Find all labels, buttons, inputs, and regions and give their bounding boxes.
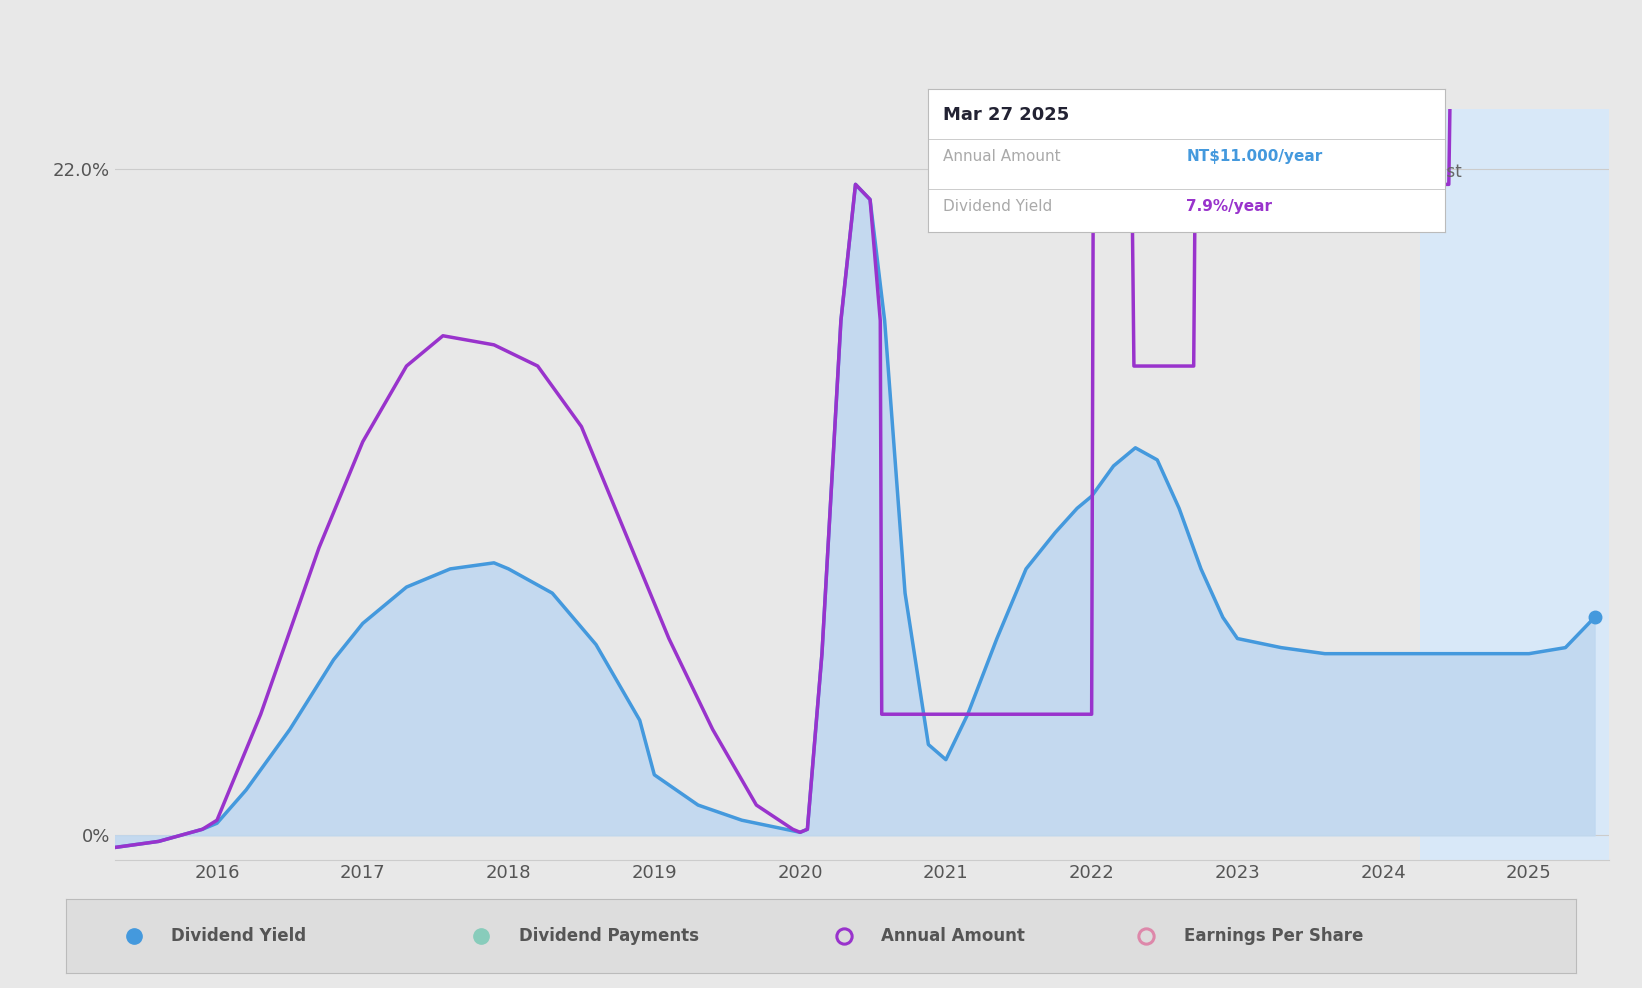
Text: Mar 27 2025: Mar 27 2025 [943,106,1069,124]
Bar [1420,109,1609,860]
Text: NT$11.000/year: NT$11.000/year [1186,149,1322,164]
Text: Earnings Per Share: Earnings Per Share [1184,927,1363,946]
Text: Dividend Payments: Dividend Payments [519,927,699,946]
Text: Annual Amount: Annual Amount [943,149,1061,164]
Text: Annual Amount: Annual Amount [882,927,1025,946]
Text: Past: Past [1427,163,1461,181]
Text: 7.9%/year: 7.9%/year [1186,200,1273,214]
Text: Dividend Yield: Dividend Yield [943,200,1053,214]
Text: Dividend Yield: Dividend Yield [171,927,307,946]
